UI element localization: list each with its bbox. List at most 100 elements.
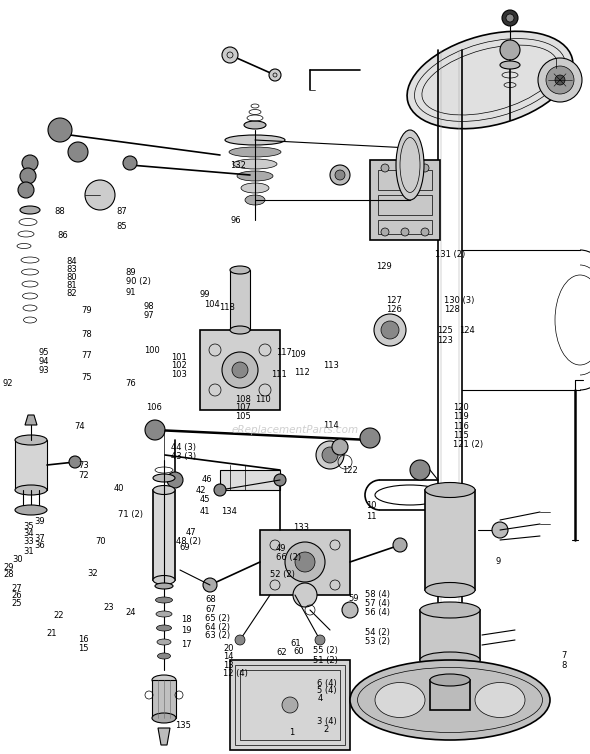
Text: 102: 102 [171,361,187,370]
Text: 14: 14 [223,652,234,661]
Circle shape [235,635,245,645]
Text: 8: 8 [562,661,567,670]
Bar [420,610,480,660]
Ellipse shape [237,171,273,181]
Text: 28: 28 [3,570,14,579]
Circle shape [538,58,582,102]
Text: 64 (2): 64 (2) [205,623,230,632]
Circle shape [342,602,358,618]
Text: 92: 92 [2,379,13,388]
Ellipse shape [156,597,172,603]
Text: 84: 84 [67,257,77,266]
Circle shape [401,164,409,172]
Ellipse shape [158,653,171,659]
Text: 48 (2): 48 (2) [176,537,201,546]
Text: 40: 40 [113,484,124,493]
Text: 54 (2): 54 (2) [365,628,389,637]
Ellipse shape [153,486,175,495]
Ellipse shape [407,31,573,129]
Circle shape [22,155,38,171]
Text: 109: 109 [290,350,306,359]
Text: 13: 13 [223,661,234,670]
Text: 23: 23 [103,603,114,612]
Text: 36: 36 [34,541,45,550]
Ellipse shape [225,135,285,145]
Ellipse shape [153,575,175,584]
Text: 101: 101 [171,353,187,362]
Text: 87: 87 [117,207,127,216]
Text: 82: 82 [67,289,77,298]
Text: 85: 85 [117,222,127,231]
Text: 51 (2): 51 (2) [313,656,337,665]
Text: 78: 78 [81,330,92,339]
Circle shape [315,635,325,645]
Circle shape [48,118,72,142]
Text: 6 (4): 6 (4) [317,679,337,688]
Text: 96: 96 [230,216,241,225]
Ellipse shape [244,121,266,129]
Circle shape [20,168,36,184]
Ellipse shape [156,611,172,617]
Polygon shape [25,415,37,425]
Text: 94: 94 [39,357,50,366]
Text: 132: 132 [230,161,246,170]
Text: 95: 95 [39,348,50,357]
Text: 105: 105 [235,412,251,421]
Bar [425,490,475,590]
Text: 116: 116 [453,421,469,431]
Text: 106: 106 [146,403,162,412]
Circle shape [222,352,258,388]
Text: 115: 115 [453,431,469,440]
Circle shape [335,170,345,180]
Circle shape [18,182,34,198]
Text: 60: 60 [293,647,304,656]
Text: 126: 126 [386,305,402,314]
Text: 46: 46 [202,475,212,484]
Text: 71 (2): 71 (2) [118,510,143,519]
Bar [15,440,47,490]
Ellipse shape [245,195,265,205]
Text: 68: 68 [205,595,216,604]
Text: 88: 88 [55,207,65,216]
Text: 17: 17 [181,640,192,649]
Text: 29: 29 [3,562,14,572]
Circle shape [332,439,348,455]
Ellipse shape [396,130,424,200]
Text: 61: 61 [290,639,301,648]
Circle shape [555,75,565,85]
Text: 73: 73 [78,461,89,470]
Text: 21: 21 [46,629,57,638]
Text: 11: 11 [366,512,376,521]
Text: 122: 122 [342,466,358,475]
Text: 86: 86 [58,231,68,240]
Text: 128: 128 [444,305,460,314]
Circle shape [381,321,399,339]
Circle shape [381,228,389,236]
Text: 52 (2): 52 (2) [270,570,295,579]
Circle shape [232,362,248,378]
Text: 33: 33 [24,537,34,546]
Circle shape [506,14,514,22]
Text: 35: 35 [24,522,34,531]
Text: 125: 125 [437,326,453,335]
Text: 24: 24 [126,608,136,617]
Text: 124: 124 [459,326,475,335]
Text: 22: 22 [53,611,64,620]
Ellipse shape [420,602,480,618]
Text: 127: 127 [386,296,402,305]
Bar [378,220,432,234]
Text: 41: 41 [199,507,210,516]
Bar [200,330,280,410]
Polygon shape [158,728,170,745]
Text: 98: 98 [144,302,155,311]
Ellipse shape [500,61,520,69]
Text: 118: 118 [219,303,235,312]
Text: 108: 108 [235,395,251,404]
Ellipse shape [152,675,176,685]
Ellipse shape [425,483,475,498]
Ellipse shape [233,159,277,169]
Circle shape [274,474,286,486]
Ellipse shape [420,652,480,668]
Ellipse shape [475,682,525,718]
Text: 27: 27 [12,584,22,593]
